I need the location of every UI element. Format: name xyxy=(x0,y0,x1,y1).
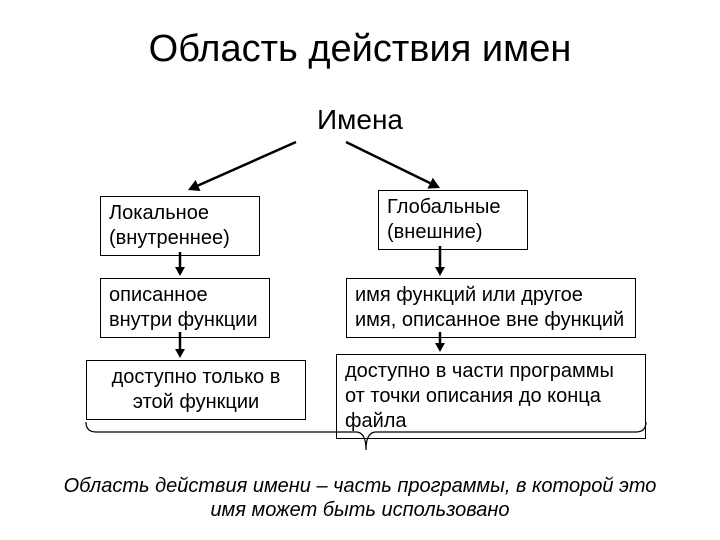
node-local-desc: описанное внутри функции xyxy=(100,278,270,338)
node-global-scope: доступно в части программы от точки опис… xyxy=(336,354,646,439)
root-node-label: Имена xyxy=(0,104,720,136)
node-local: Локальное (внутреннее) xyxy=(100,196,260,256)
diagram-connectors xyxy=(0,0,720,540)
node-local-scope: доступно только в этой функции xyxy=(86,360,306,420)
node-global: Глобальные (внешние) xyxy=(378,190,528,250)
page-title: Область действия имен xyxy=(0,28,720,71)
diagram-caption: Область действия имени – часть программы… xyxy=(60,474,660,522)
node-global-desc: имя функций или другое имя, описанное вн… xyxy=(346,278,636,338)
